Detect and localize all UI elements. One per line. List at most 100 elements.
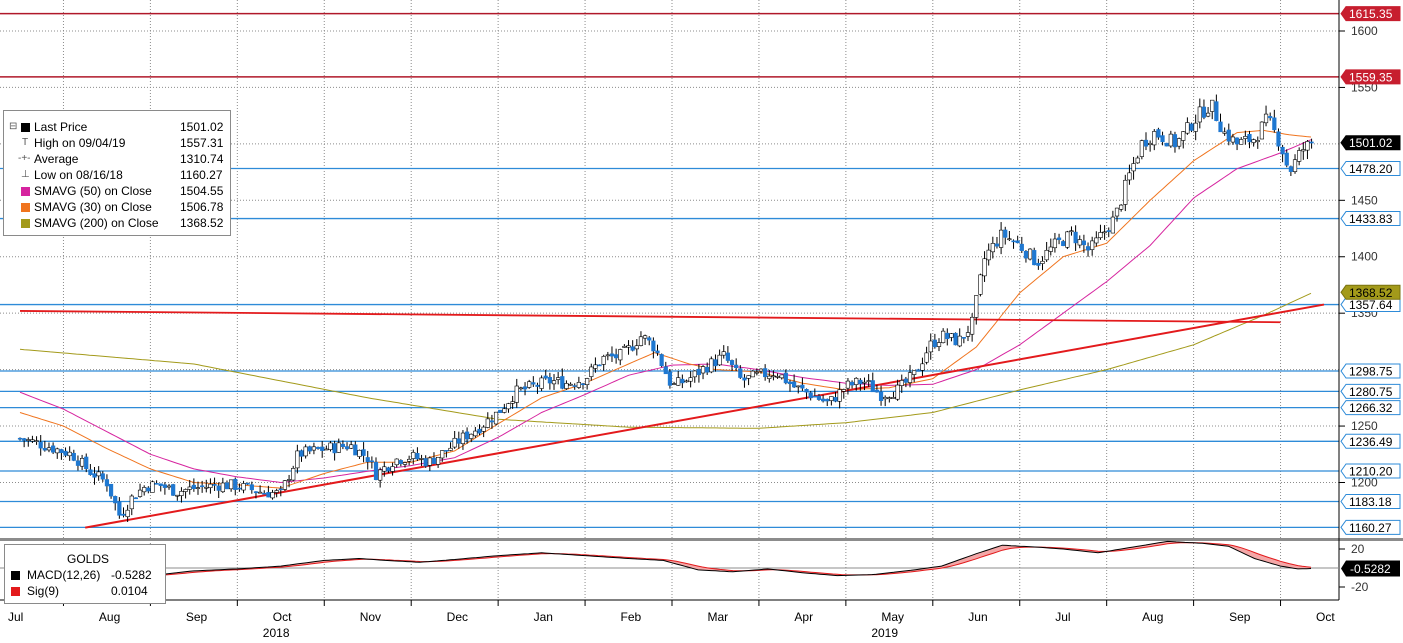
sma-200-tag: 1368.52 — [1340, 284, 1401, 300]
sma-30-swatch — [21, 203, 30, 212]
candle-up — [692, 370, 697, 378]
resistance-tag-box — [1340, 69, 1401, 85]
candle-down — [787, 381, 793, 385]
candle-down — [804, 388, 809, 393]
candle-up — [390, 466, 395, 472]
candle-down — [1073, 231, 1078, 244]
legend-value: 1310.74 — [180, 152, 224, 166]
candle-down — [245, 482, 250, 485]
candle-up — [862, 381, 867, 384]
candle-down — [705, 366, 710, 373]
candle-up — [854, 377, 859, 385]
candle-up — [1027, 248, 1033, 260]
candle-up — [717, 354, 722, 366]
support-tag: 1357.64 — [1340, 297, 1401, 312]
candle-up — [1193, 122, 1198, 132]
candle-down — [1032, 250, 1037, 266]
candle-up — [229, 479, 234, 490]
candle-up — [179, 490, 184, 496]
candle-up — [55, 448, 60, 454]
candle-down — [535, 384, 540, 387]
candle-up — [1102, 231, 1107, 234]
candle-down — [729, 360, 735, 365]
candle-up — [1123, 179, 1128, 205]
candle-down — [84, 456, 89, 470]
candle-up — [411, 452, 416, 459]
candle-up — [779, 374, 784, 379]
candle-down — [162, 484, 167, 488]
candle-down — [858, 379, 863, 385]
price-tick-label: 1450 — [1351, 193, 1378, 207]
candle-up — [978, 274, 983, 295]
candle-up — [1135, 157, 1140, 164]
legend-label: Average — [34, 152, 79, 166]
candle-down — [800, 384, 805, 389]
candle-up — [142, 487, 147, 493]
candle-down — [1247, 133, 1252, 143]
support-tag: 1236.49 — [1340, 433, 1401, 449]
macd-line — [19, 540, 1312, 578]
candle-down — [1268, 116, 1273, 119]
month-label: Jan — [534, 610, 553, 624]
candle-up — [1139, 140, 1144, 157]
candle-up — [634, 345, 639, 350]
candle-up — [1065, 231, 1070, 248]
candle-up — [1040, 260, 1045, 264]
macd-swatch — [11, 571, 20, 580]
candle-down — [1218, 121, 1223, 133]
candle-up — [502, 408, 507, 413]
candle-down — [1214, 101, 1219, 121]
candle-up — [895, 384, 900, 400]
legend-value: 1160.27 — [180, 168, 223, 182]
resistance-tag: 1559.35 — [1340, 69, 1401, 85]
legend-value: 0.0104 — [111, 584, 148, 598]
month-label: Dec — [447, 610, 468, 624]
candle-up — [1263, 113, 1269, 124]
candle-up — [1243, 136, 1248, 139]
candle-down — [237, 487, 242, 490]
support-tag-box — [1340, 211, 1401, 227]
candle-down — [560, 376, 565, 389]
candle-down — [63, 450, 68, 456]
candle-up — [754, 371, 759, 374]
support-tag-label: 1433.83 — [1349, 212, 1393, 226]
candle-up — [402, 462, 408, 465]
candle-down — [224, 482, 230, 490]
candle-up — [46, 447, 52, 451]
price-grid — [0, 30, 1339, 483]
candle-up — [1044, 249, 1049, 261]
candle-down — [75, 460, 81, 466]
candle-up — [1094, 237, 1099, 244]
candle-down — [961, 337, 966, 339]
candle-down — [874, 389, 880, 393]
candle-down — [1011, 240, 1016, 243]
candle-up — [1048, 246, 1053, 252]
candle-up — [452, 437, 457, 448]
last-price-tag-box — [1340, 135, 1401, 151]
legend-value: 1501.02 — [180, 120, 224, 134]
sma-200-line — [19, 292, 1312, 429]
candle-up — [481, 426, 486, 432]
candle-up — [589, 366, 594, 377]
support-tag-label: 1280.75 — [1349, 385, 1393, 399]
candle-up — [208, 483, 213, 488]
candle-down — [820, 398, 826, 402]
legend-row-sma-50: SMAVG (50) on Close 1504.55 — [4, 183, 230, 199]
price-tick-label: 1400 — [1351, 250, 1378, 264]
candle-down — [456, 438, 461, 444]
resistance-tag: 1615.35 — [1340, 6, 1401, 21]
candle-down — [477, 428, 482, 434]
candle-down — [597, 364, 602, 367]
high-marker-icon: T — [22, 137, 29, 148]
candle-up — [1222, 131, 1227, 134]
candle-up — [485, 418, 490, 428]
collapse-icon[interactable]: ⊟ — [9, 121, 18, 132]
legend-row-low: ⊥ Low on 08/16/18 1160.27 — [4, 167, 230, 183]
price-tick-label: 1250 — [1351, 419, 1378, 433]
candle-down — [373, 461, 379, 481]
candle-up — [771, 375, 776, 378]
month-label: Apr — [794, 610, 813, 624]
candle-up — [750, 370, 755, 378]
last-price-tag: 1501.02 — [1340, 135, 1401, 151]
candle-up — [34, 440, 39, 442]
